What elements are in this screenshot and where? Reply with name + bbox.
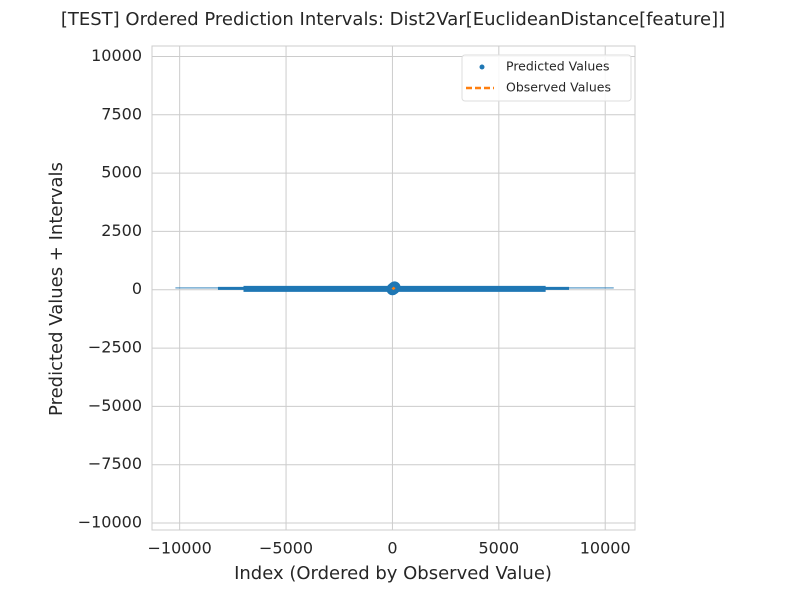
y-tick-label: 2500 bbox=[101, 221, 142, 240]
y-tick-label: 0 bbox=[132, 279, 142, 298]
y-tick-label: −10000 bbox=[78, 513, 142, 532]
y-tick-label: 5000 bbox=[101, 163, 142, 182]
observed-line bbox=[391, 286, 396, 291]
y-tick-label: −5000 bbox=[88, 396, 142, 415]
legend-label: Predicted Values bbox=[506, 59, 610, 74]
chart-title: [TEST] Ordered Prediction Intervals: Dis… bbox=[61, 9, 725, 30]
x-tick-label: 0 bbox=[387, 539, 397, 558]
x-tick-label: 5000 bbox=[478, 539, 519, 558]
x-tick-label: −10000 bbox=[148, 539, 212, 558]
legend-label: Observed Values bbox=[506, 80, 611, 95]
y-tick-label: −2500 bbox=[88, 338, 142, 357]
plot-frame bbox=[151, 45, 636, 531]
x-tick-label: 10000 bbox=[580, 539, 631, 558]
y-tick-label: 10000 bbox=[91, 46, 142, 65]
legend-box bbox=[461, 54, 632, 102]
legend-marker bbox=[479, 64, 485, 70]
y-tick-label: −7500 bbox=[88, 454, 142, 473]
x-axis-label: Index (Ordered by Observed Value) bbox=[234, 563, 552, 584]
y-tick-label: 7500 bbox=[101, 104, 142, 123]
y-axis-label: Predicted Values + Intervals bbox=[46, 162, 67, 416]
x-tick-label: −5000 bbox=[259, 539, 313, 558]
